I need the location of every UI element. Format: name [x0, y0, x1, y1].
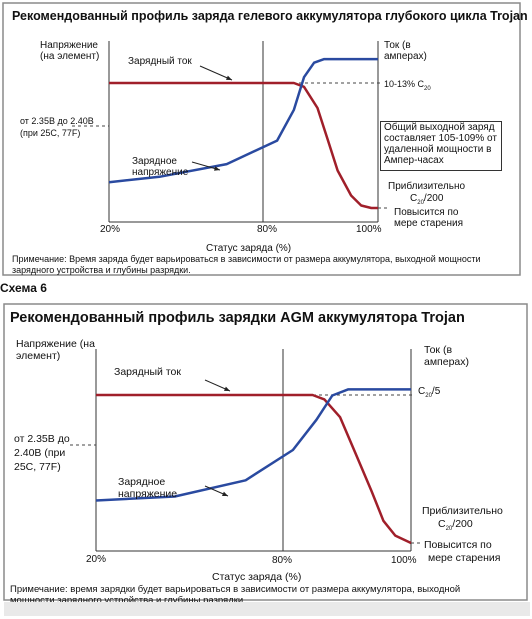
- series-line-charging-current: [96, 393, 412, 545]
- voltage-pointer-arrow-head: [214, 166, 220, 171]
- approx-value-text: C: [410, 193, 418, 204]
- x-tick-80: 80%: [257, 224, 278, 235]
- chart-note: Примечание: время зарядки будет варьиров…: [10, 584, 461, 606]
- series-label-current: Зарядный ток: [128, 56, 192, 67]
- approx-value-tail: /200: [452, 518, 473, 530]
- chart-gel-svg: [2, 2, 521, 276]
- y-axis-label-left: Напряжение (на элемент): [40, 40, 100, 62]
- voltage-range-line1: от 2.35В до: [14, 433, 70, 445]
- x-tick-20: 20%: [100, 224, 121, 235]
- chart-title: Рекомендованный профиль заряда гелевого …: [12, 9, 528, 23]
- chart-agm-svg: [3, 303, 528, 601]
- x-axis-label: Статус заряда (%): [206, 243, 292, 254]
- current-pointer-arrow-head: [226, 75, 232, 80]
- series-label-voltage: Зарядное напряжение: [118, 476, 178, 500]
- x-tick-80: 80%: [272, 555, 293, 566]
- y-axis-label-left: Напряжение (на элемент): [16, 338, 95, 362]
- series-line-charging-voltage: [108, 57, 378, 184]
- series-line-charging-voltage: [95, 388, 411, 502]
- current-level-sub: 20: [425, 393, 432, 399]
- x-tick-20: 20%: [86, 554, 107, 565]
- approx-value: C20/200: [438, 519, 473, 535]
- voltage-range-line2: 2.40В (при: [14, 447, 66, 459]
- voltage-pointer-arrow-head: [222, 491, 228, 496]
- current-level-label: 10-13% C20: [384, 79, 431, 95]
- x-tick-100: 100%: [356, 224, 382, 235]
- box-line-4: Ампер-часах: [384, 155, 444, 166]
- aging-line1: Повысится по: [394, 207, 459, 218]
- voltage-range-line2: (при 25С, 77F): [20, 128, 81, 138]
- current-pointer-arrow-shaft: [199, 65, 233, 81]
- aging-line1: Повысится по: [424, 539, 492, 551]
- box-line-2: составляет 105-109% от: [384, 133, 497, 144]
- series-line-charging-current: [109, 81, 378, 210]
- y-axis-label-right: Ток (в амперах): [384, 40, 427, 62]
- approx-value-tail: /200: [423, 193, 444, 204]
- chart-panel-gel: Рекомендованный профиль заряда гелевого …: [0, 0, 530, 278]
- chart-frame: [3, 303, 528, 601]
- box-line-1: Общий выходной заряд: [384, 122, 495, 133]
- scheme-label: Схема 6: [0, 281, 47, 295]
- approx-value: C20/200: [410, 193, 443, 209]
- box-line-3: удаленной мощности в: [384, 144, 492, 155]
- chart-title: Рекомендованный профиль зарядки AGM акку…: [10, 310, 465, 326]
- current-level-tail: /5: [431, 386, 441, 397]
- series-label-current: Зарядный ток: [114, 366, 181, 378]
- current-level-text: 10-13% C: [384, 79, 425, 89]
- current-level-label: C20/5: [418, 386, 440, 402]
- voltage-range-line3: 25С, 77F): [14, 461, 61, 473]
- chart-panel-agm: Рекомендованный профиль зарядки AGM акку…: [0, 300, 530, 606]
- approx-label: Приблизительно: [388, 181, 466, 192]
- y-axis-label-right: Ток (в амперах): [424, 344, 470, 368]
- x-axis-label: Статус заряда (%): [212, 571, 302, 583]
- approx-value-sub: 20: [417, 200, 424, 206]
- approx-value-sub: 20: [445, 526, 453, 533]
- voltage-range-line1: от 2.35В до 2.40В: [20, 116, 94, 126]
- current-pointer-arrow-head: [224, 386, 230, 391]
- total-charge-box: Общий выходной заряд составляет 105-109%…: [380, 121, 502, 171]
- bottom-scroll-strip: [4, 602, 530, 616]
- approx-label: Приблизительно: [422, 505, 503, 517]
- current-level-sub: 20: [424, 85, 431, 92]
- chart-frame: [2, 2, 521, 276]
- aging-line2: мере старения: [428, 552, 501, 564]
- approx-value-text: C: [438, 518, 446, 530]
- aging-line2: мере старения: [394, 218, 464, 229]
- chart-note: Примечание: Время заряда будет варьирова…: [12, 254, 481, 275]
- current-level-text: C: [418, 386, 426, 397]
- series-label-voltage: Зарядное напряжение: [132, 156, 189, 178]
- x-tick-100: 100%: [391, 555, 417, 566]
